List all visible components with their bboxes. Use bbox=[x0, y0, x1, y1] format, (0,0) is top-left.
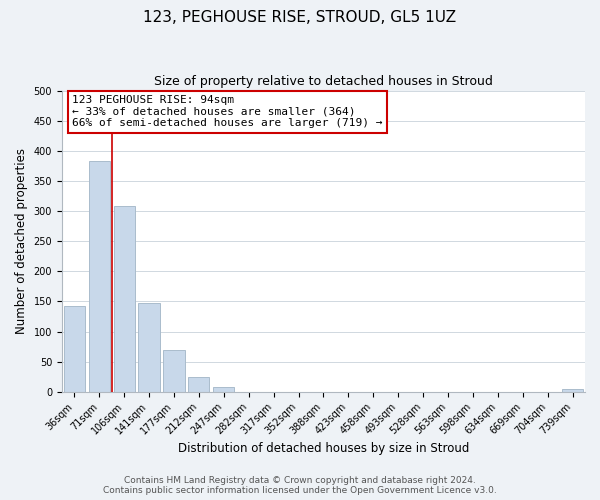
Bar bbox=[64, 306, 85, 392]
Bar bbox=[139, 302, 160, 392]
Bar bbox=[213, 387, 235, 392]
Bar bbox=[562, 390, 583, 392]
Bar bbox=[188, 378, 209, 392]
Y-axis label: Number of detached properties: Number of detached properties bbox=[15, 148, 28, 334]
X-axis label: Distribution of detached houses by size in Stroud: Distribution of detached houses by size … bbox=[178, 442, 469, 455]
Title: Size of property relative to detached houses in Stroud: Size of property relative to detached ho… bbox=[154, 75, 493, 88]
Text: 123, PEGHOUSE RISE, STROUD, GL5 1UZ: 123, PEGHOUSE RISE, STROUD, GL5 1UZ bbox=[143, 10, 457, 25]
Bar bbox=[163, 350, 185, 392]
Text: Contains HM Land Registry data © Crown copyright and database right 2024.
Contai: Contains HM Land Registry data © Crown c… bbox=[103, 476, 497, 495]
Bar bbox=[113, 206, 135, 392]
Bar bbox=[89, 161, 110, 392]
Text: 123 PEGHOUSE RISE: 94sqm
← 33% of detached houses are smaller (364)
66% of semi-: 123 PEGHOUSE RISE: 94sqm ← 33% of detach… bbox=[73, 95, 383, 128]
